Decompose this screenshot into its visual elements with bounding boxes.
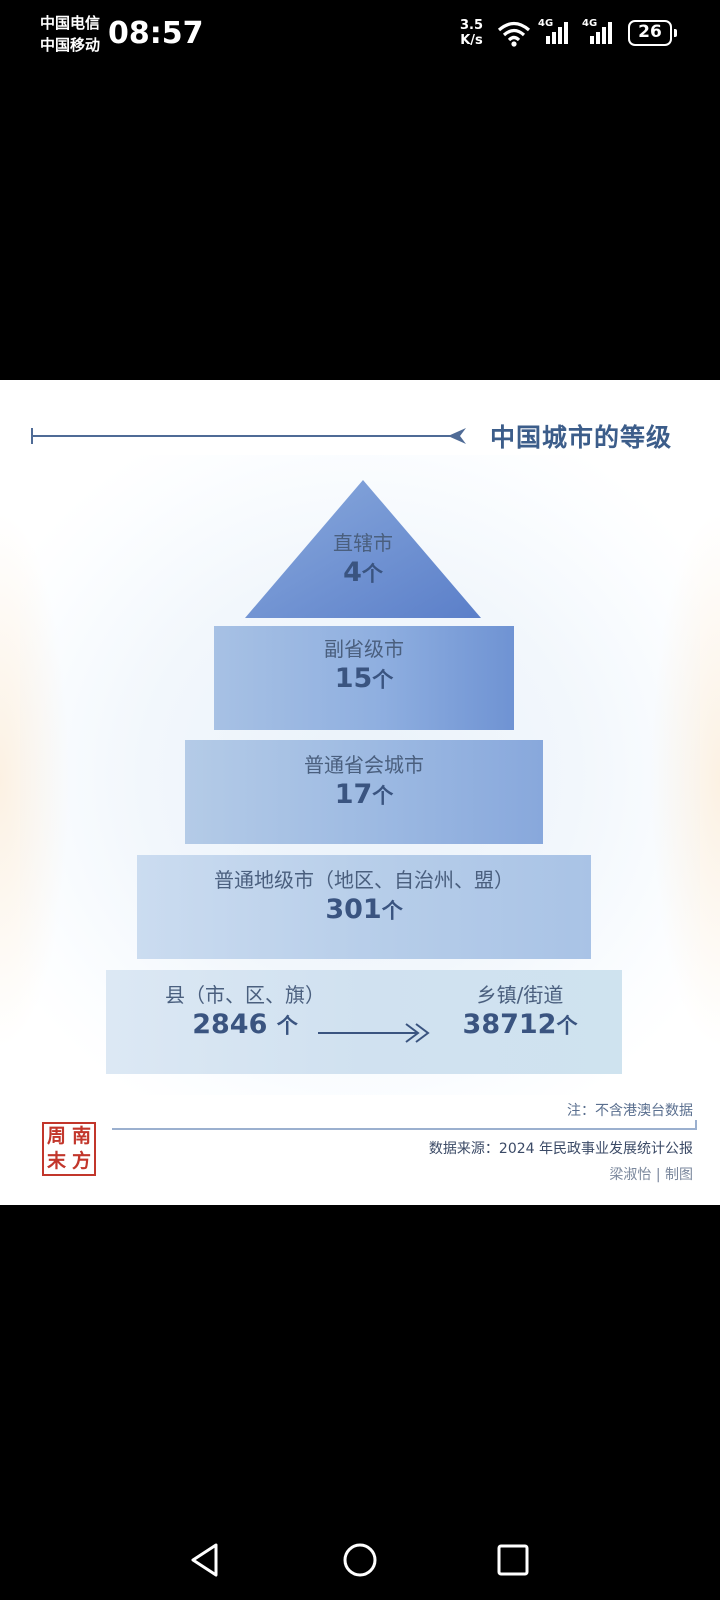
speed-unit: K/s [460,33,483,48]
tier-4-block [137,855,591,959]
township-unit: 个 [556,1014,578,1038]
left-edge-glow [0,510,70,1050]
infographic: 中国城市的等级 直辖市 4个 副省级市 15个 普通省会城市 17个 普通地级市… [0,380,720,1205]
credit: 梁淑怡 | 制图 [609,1167,693,1183]
footer-line-tick [695,1120,697,1130]
tier-1: 直辖市 4个 [245,530,481,591]
tier-2-block [214,626,514,730]
home-icon[interactable] [342,1542,378,1578]
signal-icon: 4G [538,18,574,52]
double-arrow-icon [318,1023,430,1043]
header-line [32,435,452,437]
tier-3-block [185,740,543,844]
seal-char: 方 [71,1150,91,1172]
sim1-label: 4G [538,18,554,29]
county-number: 2846 [192,1009,268,1040]
status-bar: 中国电信 中国移动 08:57 3.5 K/s 4G 4G 26 [0,0,720,70]
publisher-seal-logo: 周 南 末 方 [42,1122,96,1176]
header-arrow-icon [448,428,466,444]
tier-4: 普通地级市（地区、自治州、盟） 301个 [137,867,591,928]
tier-3-unit: 个 [372,784,394,808]
recents-icon[interactable] [496,1543,530,1577]
carrier-1: 中国电信 [40,14,101,32]
navigation-bar [0,1520,720,1600]
tier-2-count: 15个 [214,662,514,697]
tier-2-number: 15 [334,663,373,694]
footer-line [112,1128,696,1130]
back-icon[interactable] [188,1542,222,1578]
township-count: 38712个 [440,1008,600,1043]
tier-5-block [106,970,622,1074]
tier-4-name: 普通地级市（地区、自治州、盟） [214,868,514,892]
carrier-2: 中国移动 [40,36,101,54]
tier-4-number: 301 [325,894,382,925]
county-count: 2846 个 [150,1008,340,1043]
tier-1-unit: 个 [361,562,383,586]
data-source: 数据来源：2024 年民政事业发展统计公报 [428,1141,693,1157]
sim2-label: 4G [582,18,598,29]
infographic-title: 中国城市的等级 [490,423,673,452]
tier-3-count: 17个 [185,778,543,813]
tier-2-name: 副省级市 [324,637,404,661]
tier-3-name: 普通省会城市 [304,753,424,777]
tier-1-count: 4个 [245,556,481,591]
network-speed: 3.5 K/s [460,18,483,48]
tier-4-count: 301个 [137,893,591,928]
carrier-info: 中国电信 中国移动 [40,12,100,56]
tier-1-number: 4 [343,557,362,588]
tier-4-unit: 个 [381,899,403,923]
township-tier: 乡镇/街道 38712个 [440,982,600,1043]
seal-char: 末 [46,1150,66,1172]
tier-3-number: 17 [334,779,373,810]
clock: 08:57 [108,16,204,51]
tier-1-name: 直辖市 [333,531,393,555]
tier-2-unit: 个 [372,668,394,692]
tier-1-triangle [245,480,481,618]
county-unit: 个 [276,1014,298,1038]
seal-char: 南 [71,1125,91,1147]
township-name: 乡镇/街道 [476,983,564,1007]
county-name: 县（市、区、旗） [165,983,325,1007]
tier-2: 副省级市 15个 [214,636,514,697]
township-number: 38712 [462,1009,557,1040]
right-edge-glow [650,510,720,1050]
county-tier: 县（市、区、旗） 2846 个 [150,982,340,1043]
speed-value: 3.5 [460,18,484,33]
seal-char: 周 [46,1125,66,1147]
signal-icon: 4G [582,18,618,52]
tier-3: 普通省会城市 17个 [185,752,543,813]
battery-icon: 26 [628,20,677,46]
data-note: 注：不含港澳台数据 [567,1103,693,1119]
wifi-icon [497,21,531,47]
